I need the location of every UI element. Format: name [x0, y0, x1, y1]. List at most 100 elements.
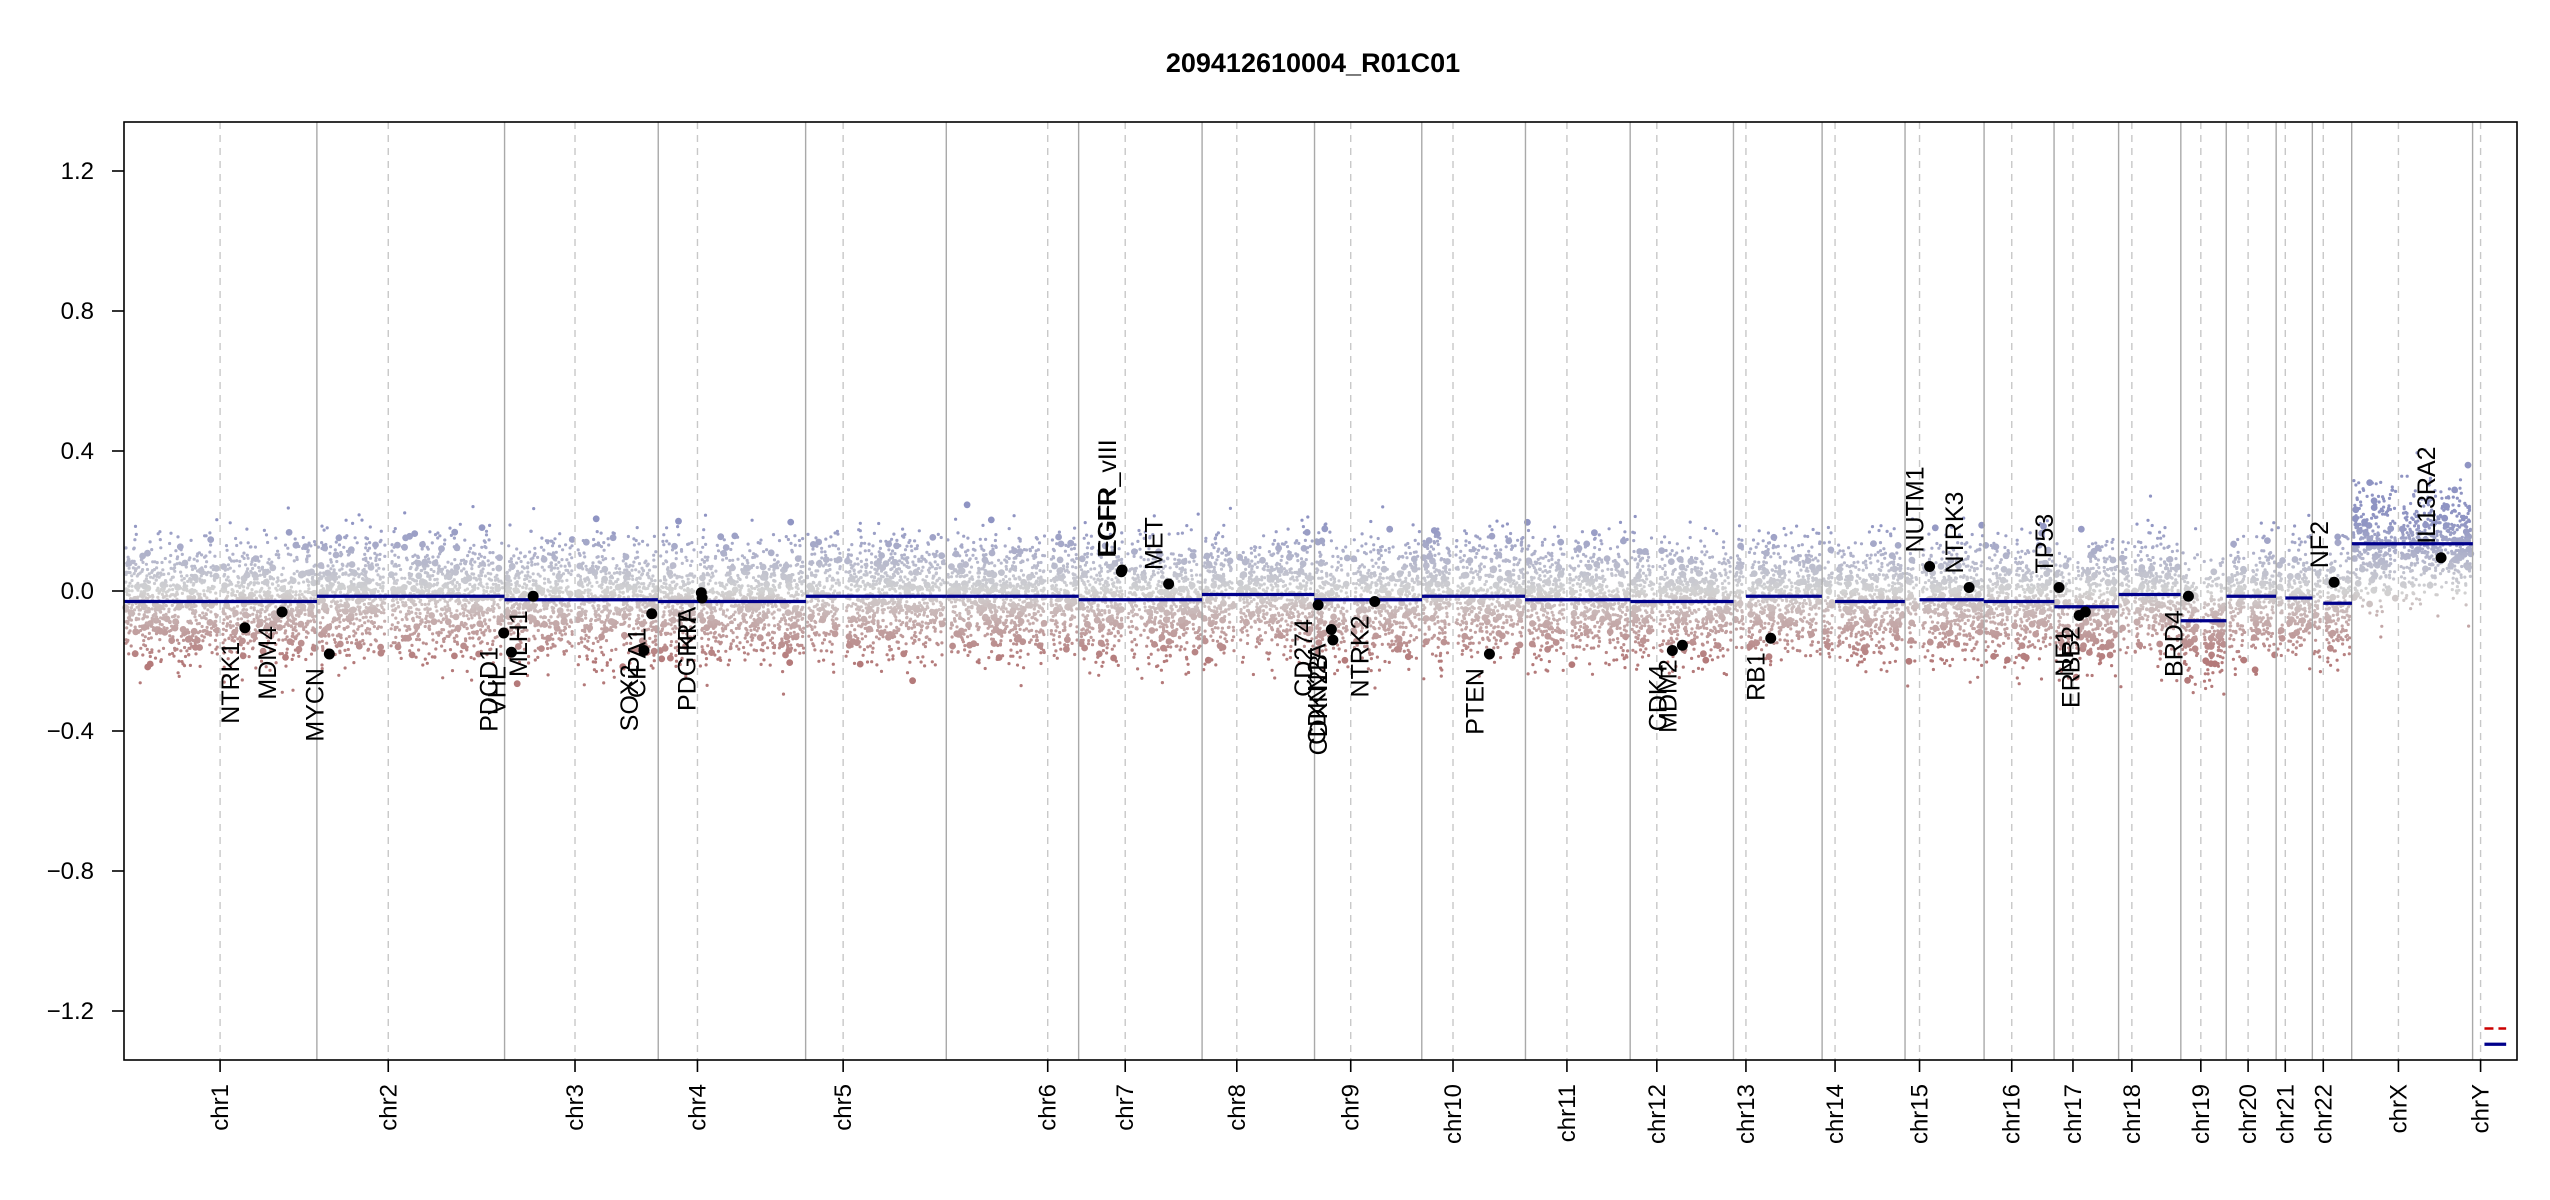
- probe-point: [546, 539, 550, 543]
- probe-point: [716, 649, 721, 653]
- probe-point: [202, 589, 206, 593]
- probe-point: [488, 578, 492, 582]
- probe-point: [381, 584, 385, 588]
- probe-point: [698, 583, 702, 587]
- probe-point: [305, 558, 309, 562]
- probe-point: [722, 544, 730, 551]
- probe-point: [463, 588, 467, 592]
- probe-point: [293, 648, 297, 652]
- probe-point: [170, 651, 175, 656]
- probe-point: [721, 629, 725, 633]
- probe-point: [436, 531, 440, 535]
- probe-point: [861, 609, 865, 613]
- probe-point: [436, 555, 440, 559]
- probe-point: [495, 555, 499, 560]
- probe-point: [362, 587, 366, 591]
- probe-point: [362, 602, 366, 607]
- probe-point: [610, 593, 614, 598]
- probe-point: [415, 559, 422, 567]
- probe-point: [235, 543, 239, 548]
- probe-point: [618, 590, 622, 594]
- probe-point: [869, 561, 874, 565]
- probe-point: [344, 518, 348, 522]
- probe-point: [360, 632, 364, 636]
- probe-point: [355, 617, 359, 621]
- probe-point: [684, 555, 688, 559]
- probe-point: [752, 648, 756, 652]
- probe-point: [333, 548, 337, 552]
- probe-point: [325, 611, 329, 615]
- probe-point: [649, 602, 654, 606]
- probe-point: [589, 622, 593, 626]
- probe-point: [339, 599, 343, 603]
- probe-point: [129, 623, 133, 627]
- probe-point: [231, 552, 235, 556]
- probe-point: [267, 586, 271, 590]
- probe-point: [142, 616, 146, 620]
- probe-point: [149, 636, 153, 640]
- probe-point: [346, 625, 350, 629]
- probe-point: [329, 567, 333, 571]
- probe-point: [753, 633, 757, 637]
- probe-point: [185, 649, 189, 653]
- probe-point: [423, 657, 427, 661]
- probe-point: [197, 551, 201, 555]
- probe-point: [781, 613, 786, 617]
- probe-point: [337, 617, 341, 621]
- probe-point: [270, 582, 274, 586]
- probe-point: [711, 587, 715, 591]
- probe-point: [767, 597, 771, 601]
- probe-point: [771, 589, 775, 593]
- probe-point: [771, 583, 775, 588]
- probe-point: [280, 595, 284, 599]
- probe-point: [607, 543, 611, 547]
- probe-point: [378, 557, 382, 562]
- probe-point: [124, 587, 128, 591]
- probe-point: [154, 612, 158, 616]
- probe-point: [766, 646, 770, 650]
- probe-point: [431, 574, 435, 578]
- probe-point: [410, 643, 414, 648]
- probe-point: [254, 590, 258, 594]
- probe-point: [224, 628, 228, 633]
- probe-point: [710, 606, 714, 610]
- probe-point: [627, 617, 632, 621]
- probe-point: [680, 561, 684, 566]
- probe-point: [765, 548, 769, 552]
- probe-point: [136, 572, 140, 576]
- probe-point: [728, 568, 733, 572]
- probe-point: [653, 565, 658, 569]
- probe-point: [654, 550, 658, 554]
- probe-point: [375, 614, 379, 618]
- probe-point: [917, 612, 922, 617]
- probe-point: [509, 560, 513, 564]
- probe-point: [670, 586, 674, 591]
- probe-point: [585, 657, 590, 661]
- probe-point: [180, 578, 184, 582]
- probe-point: [646, 571, 650, 576]
- probe-point: [286, 616, 290, 620]
- probe-point: [496, 603, 500, 607]
- probe-point: [591, 561, 595, 565]
- probe-point: [462, 611, 466, 615]
- probe-point: [485, 611, 489, 615]
- probe-point: [211, 564, 215, 568]
- probe-point: [662, 581, 666, 585]
- probe-point: [268, 590, 272, 595]
- probe-point: [333, 572, 337, 576]
- probe-point: [701, 572, 705, 576]
- probe-point: [478, 616, 482, 620]
- probe-point: [299, 572, 303, 576]
- probe-point: [408, 581, 412, 586]
- probe-point: [337, 575, 341, 579]
- probe-point: [551, 637, 555, 641]
- probe-point: [562, 652, 566, 656]
- probe-point: [579, 578, 583, 582]
- probe-point: [646, 562, 650, 566]
- probe-point: [553, 537, 557, 541]
- probe-point: [383, 543, 387, 547]
- probe-point: [390, 604, 394, 608]
- probe-point: [554, 563, 558, 567]
- probe-point: [173, 594, 177, 598]
- probe-point: [611, 531, 615, 535]
